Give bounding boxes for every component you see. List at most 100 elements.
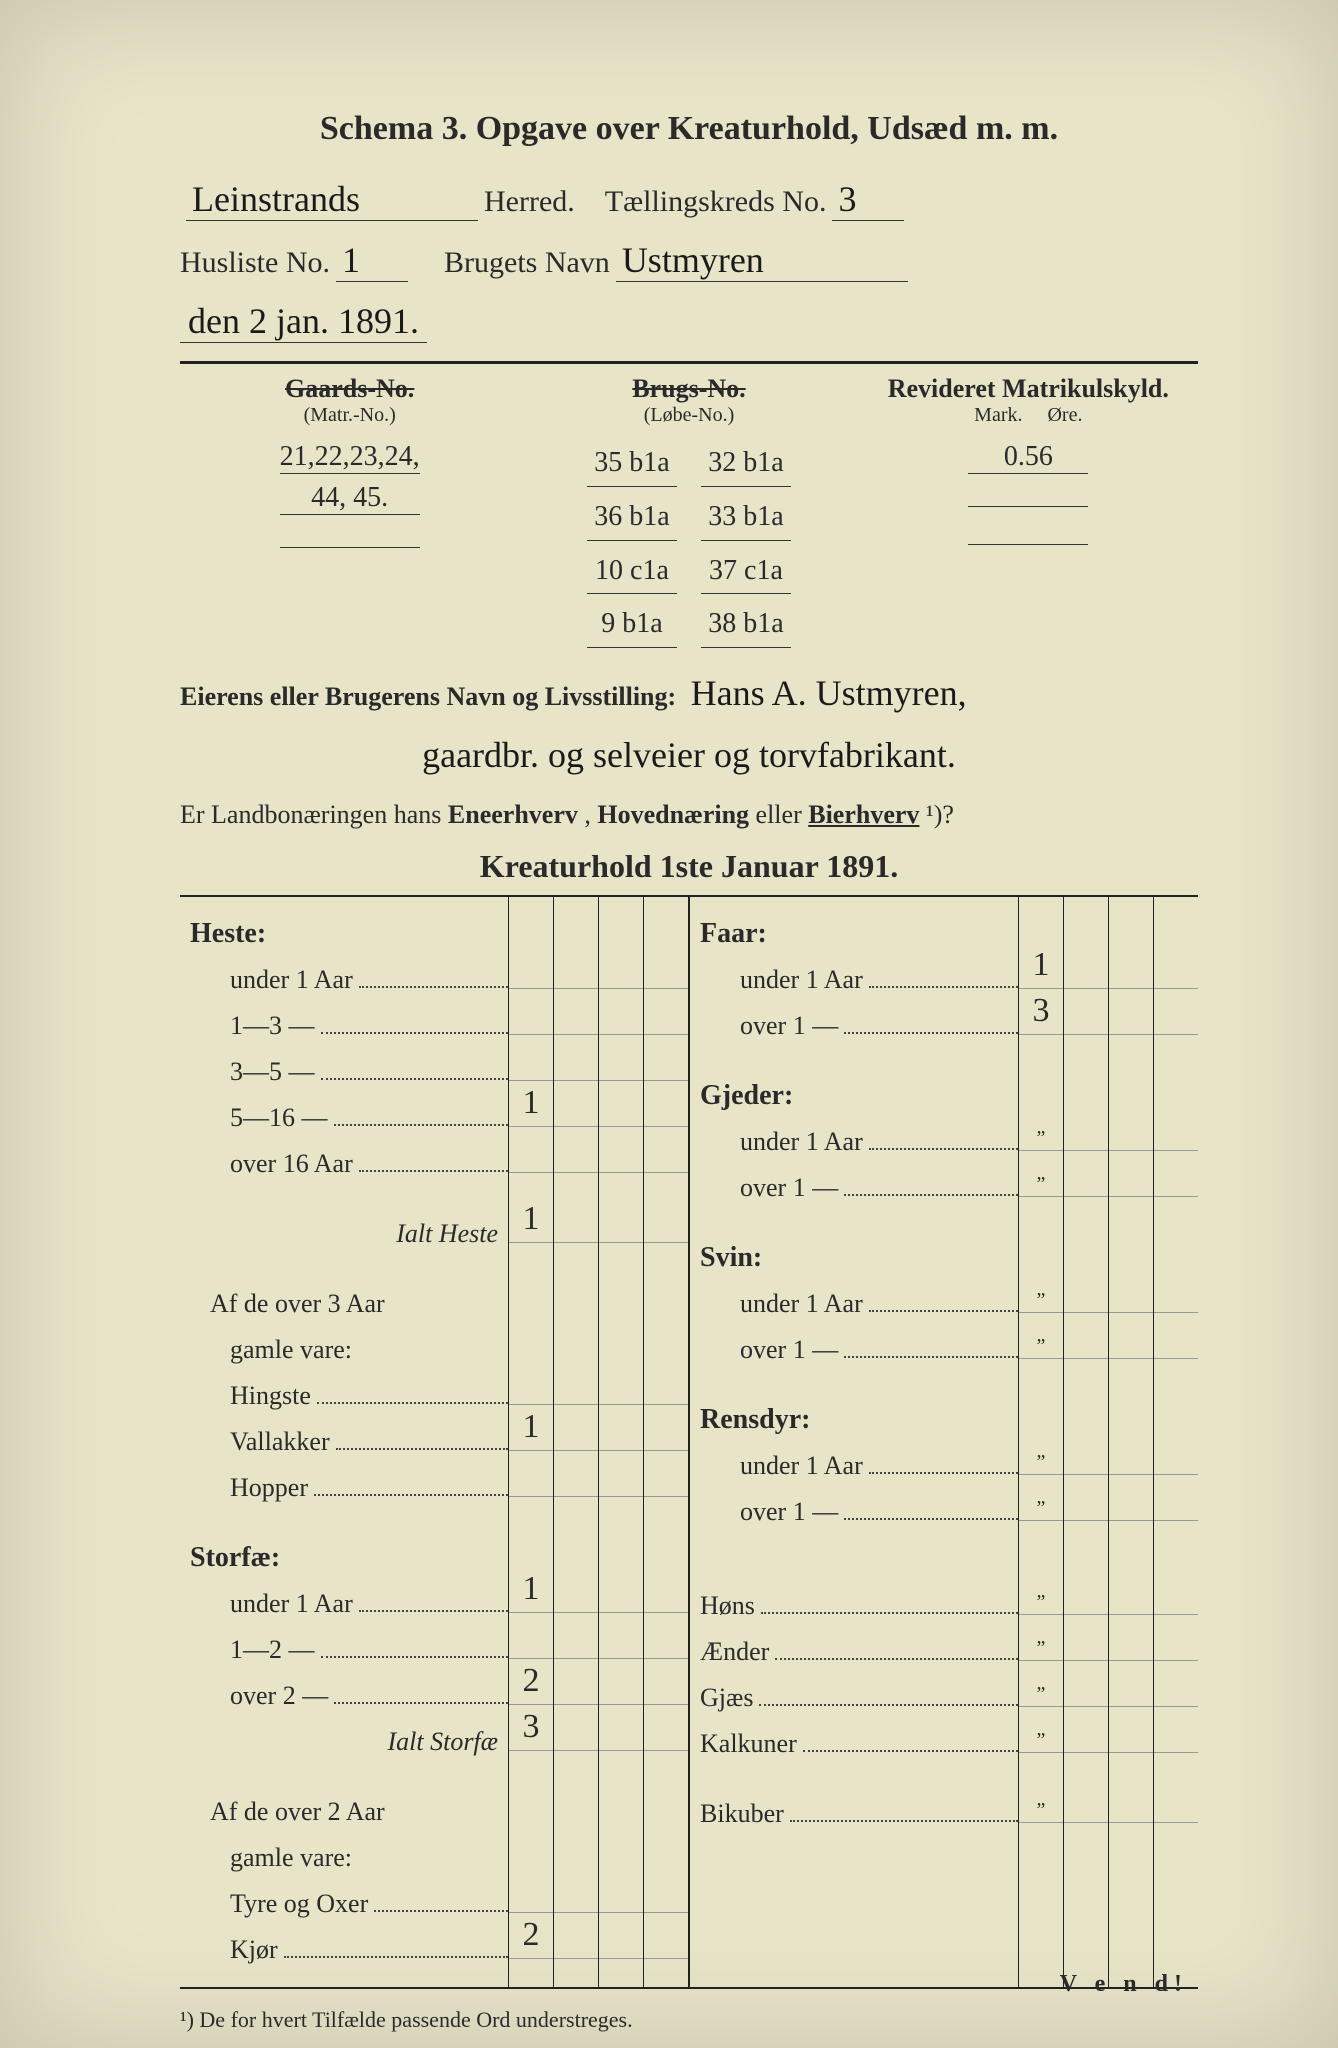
value-cell	[644, 1243, 688, 1267]
value-cell	[509, 989, 553, 1035]
value-cell	[509, 1775, 553, 1821]
value-cell	[1109, 1569, 1153, 1615]
value-cell	[509, 1751, 553, 1775]
row-label: 1—2 —	[190, 1627, 508, 1673]
value-cell	[1064, 1429, 1108, 1475]
value-cell	[1154, 1569, 1198, 1615]
value-cell	[1154, 1753, 1198, 1777]
value-cell	[599, 1821, 643, 1867]
brugets-value: Ustmyren	[616, 239, 908, 282]
left-cells-3	[598, 897, 643, 1987]
value-cell	[1154, 1197, 1198, 1221]
value-cell	[554, 1405, 598, 1451]
subnote: gamle vare:	[190, 1835, 508, 1881]
value-cell	[1019, 1753, 1063, 1777]
value-cell	[1109, 1059, 1153, 1105]
total-label: Ialt Heste	[190, 1211, 508, 1257]
brugets-label: Brugets Navn	[444, 246, 610, 280]
value-cell	[599, 1567, 643, 1613]
value-cell	[1109, 1383, 1153, 1429]
skyld-blank2	[968, 520, 1088, 545]
left-cells-4	[643, 897, 688, 1987]
left-cells-1: 1111232	[508, 897, 553, 1987]
left-labels: Heste:under 1 Aar1—3 —3—5 —5—16 —over 16…	[180, 897, 508, 1987]
value-cell	[1154, 1521, 1198, 1545]
row-label: over 1 —	[700, 1003, 1018, 1049]
right-cells-4	[1153, 897, 1198, 1987]
value-cell	[599, 1243, 643, 1267]
right-cells-1: 13„„„„„„„„„„„	[1018, 897, 1063, 1987]
value-cell	[509, 1243, 553, 1267]
value-cell	[509, 1035, 553, 1081]
value-cell	[1109, 1475, 1153, 1521]
census-form-page: Schema 3. Opgave over Kreaturhold, Udsæd…	[0, 0, 1338, 2048]
spacer	[700, 1211, 1018, 1235]
category-head: Gjeder:	[700, 1073, 1018, 1119]
value-cell	[1064, 1475, 1108, 1521]
value-cell	[599, 1405, 643, 1451]
q-opt2: Hovednæring	[597, 800, 749, 829]
q-sep: ,	[584, 800, 597, 829]
value-cell	[644, 1867, 688, 1913]
owner-v2: gaardbr. og selveier og torvfabrikant.	[414, 735, 964, 775]
right-labels: Faar:under 1 Aarover 1 —Gjeder:under 1 A…	[690, 897, 1018, 1987]
value-cell	[1109, 1151, 1153, 1197]
livestock-table: Heste:under 1 Aar1—3 —3—5 —5—16 —over 16…	[180, 895, 1198, 1989]
value-cell	[1109, 989, 1153, 1035]
gaards-v0: 21,22,23,24,	[280, 441, 420, 474]
value-cell	[599, 1267, 643, 1313]
value-cell	[1064, 897, 1108, 943]
left-half: Heste:under 1 Aar1—3 —3—5 —5—16 —over 16…	[180, 897, 688, 1987]
brugs-col: Brugs-No. (Løbe-No.) 35 b1a 36 b1a 10 c1…	[519, 374, 858, 652]
value-cell	[509, 897, 553, 943]
value-cell	[1064, 1221, 1108, 1267]
date-value: den 2 jan. 1891.	[180, 300, 427, 343]
value-cell	[1109, 943, 1153, 989]
value-cell	[554, 1521, 598, 1567]
question-row: Er Landbonæringen hans Eneerhverv , Hove…	[180, 800, 1198, 830]
row-label: under 1 Aar	[700, 1281, 1018, 1327]
brugs-b0: 32 b1a	[701, 441, 791, 487]
value-cell	[554, 1613, 598, 1659]
value-cell	[554, 1567, 598, 1613]
row-label: Gjæs	[700, 1675, 1018, 1721]
value-cell	[1064, 1545, 1108, 1569]
brugs-head: Brugs-No.	[519, 374, 858, 404]
value-cell	[1064, 1267, 1108, 1313]
value-cell	[599, 1451, 643, 1497]
value-cell	[1154, 1059, 1198, 1105]
value-cell: 1	[509, 1197, 553, 1243]
matrikul-block: Gaards-No. (Matr.-No.) 21,22,23,24, 44, …	[180, 374, 1198, 652]
value-cell	[554, 1867, 598, 1913]
value-cell	[1019, 1545, 1063, 1569]
rule-1	[180, 361, 1198, 364]
row-label: under 1 Aar	[700, 1119, 1018, 1165]
value-cell	[1154, 1313, 1198, 1359]
category-head: Storfæ:	[190, 1535, 508, 1581]
value-cell	[1019, 1035, 1063, 1059]
value-cell	[1064, 1615, 1108, 1661]
brugs-colB: 32 b1a 33 b1a 37 c1a 38 b1a	[691, 437, 801, 652]
value-cell: „	[1019, 1777, 1063, 1823]
value-cell	[644, 943, 688, 989]
category-head: Svin:	[700, 1235, 1018, 1281]
row-label: over 1 —	[700, 1489, 1018, 1535]
value-cell	[1109, 1035, 1153, 1059]
footnote: ¹) De for hvert Tilfælde passende Ord un…	[180, 2007, 1198, 2033]
mark-ore: Mark. Øre.	[859, 404, 1198, 427]
value-cell	[1109, 1221, 1153, 1267]
value-cell	[1109, 1753, 1153, 1777]
spacer	[700, 1373, 1018, 1397]
value-cell: 3	[1019, 989, 1063, 1035]
value-cell	[554, 1659, 598, 1705]
value-cell	[1109, 1267, 1153, 1313]
value-cell	[644, 1913, 688, 1959]
value-cell	[1109, 1707, 1153, 1753]
skyld-col: Revideret Matrikulskyld. Mark. Øre. 0.56	[859, 374, 1198, 652]
value-cell	[1064, 1707, 1108, 1753]
value-cell	[1064, 1661, 1108, 1707]
value-cell	[1109, 1661, 1153, 1707]
brugs-sub: (Løbe-No.)	[519, 404, 858, 427]
value-cell	[1109, 1777, 1153, 1823]
gaards-blank	[280, 523, 420, 548]
